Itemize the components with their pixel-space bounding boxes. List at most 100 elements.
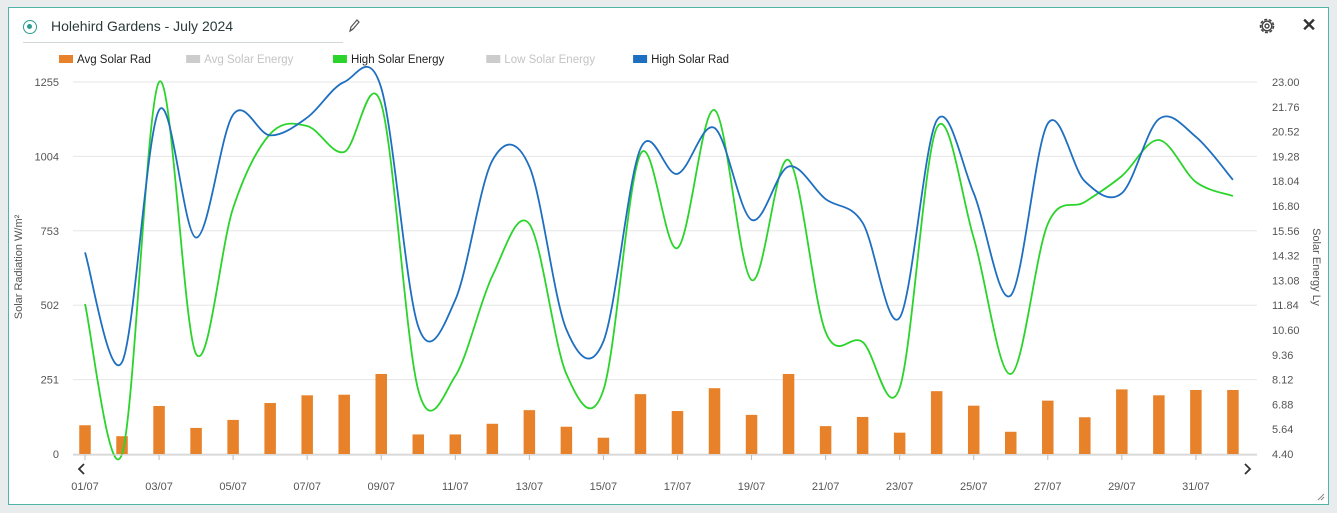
y-left-tick-label: 1255 [35, 77, 59, 89]
bar-avg-solar-rad [264, 403, 276, 454]
legend-swatch [59, 55, 73, 63]
status-dot-icon [23, 20, 37, 34]
bar-avg-solar-rad [745, 414, 758, 454]
chart-card: Holehird Gardens - July 2024 ✕ Avg Solar… [8, 7, 1329, 505]
y-right-tick-label: 14.32 [1272, 251, 1300, 263]
bar-avg-solar-rad [708, 388, 721, 454]
legend-swatch [332, 55, 347, 63]
bar-avg-solar-rad [1005, 431, 1017, 454]
x-tick-label: 25/07 [960, 481, 988, 493]
x-tick-label: 03/07 [145, 481, 173, 493]
scroll-right-icon[interactable] [1244, 463, 1252, 475]
y-axis-right-label: Solar Energy Ly [1310, 228, 1322, 306]
y-left-tick-label: 251 [41, 375, 59, 387]
y-right-tick-label: 16.80 [1272, 201, 1300, 213]
grid [73, 81, 1257, 455]
x-tick-label: 05/07 [219, 481, 247, 493]
x-tick-label: 13/07 [516, 481, 544, 493]
bar-avg-solar-rad [893, 432, 906, 454]
line-high-solar-rad [84, 65, 1234, 367]
chart-title[interactable]: Holehird Gardens - July 2024 [51, 18, 234, 34]
bar-avg-solar-rad [1190, 389, 1202, 454]
x-tick-label: 17/07 [664, 481, 692, 493]
x-tick-label: 21/07 [812, 481, 840, 493]
x-tick-label: 09/07 [367, 481, 395, 493]
close-icon[interactable]: ✕ [1301, 15, 1317, 35]
y-right-tick-label: 18.04 [1272, 176, 1300, 188]
axes: 1255 1004 753 502 251 0 23.00 21.76 20.52 19.28 18… [35, 77, 1300, 493]
y-right-tick-label: 6.88 [1272, 399, 1293, 411]
bar-avg-solar-rad [79, 425, 91, 454]
legend-item[interactable]: Avg Solar Rad [77, 54, 151, 66]
x-tick-label: 27/07 [1034, 481, 1062, 493]
legend: Avg Solar Rad Avg Solar Energy High Solar … [59, 54, 729, 66]
bar-avg-solar-rad [375, 373, 387, 454]
bar-avg-solar-rad [634, 394, 647, 454]
bar-avg-solar-rad [486, 423, 499, 454]
y-right-tick-label: 9.36 [1272, 350, 1293, 362]
y-left-tick-label: 502 [41, 300, 59, 312]
x-tick-label: 01/07 [71, 481, 99, 493]
bar-avg-solar-rad [227, 419, 239, 454]
bar-avg-solar-rad [301, 395, 313, 454]
y-right-tick-label: 13.08 [1272, 275, 1300, 287]
bar-avg-solar-rad [1116, 389, 1128, 454]
bar-avg-solar-rad [153, 405, 165, 454]
y-right-tick-label: 21.76 [1272, 102, 1300, 114]
bar-avg-solar-rad [560, 426, 573, 454]
x-tick-label: 07/07 [293, 481, 321, 493]
bar-avg-solar-rad [1153, 395, 1165, 454]
x-tick-label: 31/07 [1182, 481, 1210, 493]
y-right-tick-label: 19.28 [1272, 151, 1300, 163]
legend-swatch [186, 55, 201, 63]
y-left-tick-label: 0 [53, 449, 59, 461]
gear-icon[interactable] [1257, 16, 1277, 36]
legend-item[interactable]: Avg Solar Energy [204, 54, 294, 66]
bar-avg-solar-rad [523, 410, 536, 454]
bar-avg-solar-rad [782, 373, 795, 454]
bar-avg-solar-rad [597, 437, 610, 454]
resize-handle-icon[interactable] [1315, 491, 1325, 501]
bar-avg-solar-rad [1227, 389, 1239, 454]
solar-chart: Avg Solar Rad Avg Solar Energy High Solar … [13, 54, 1322, 493]
line-high-solar-energy [84, 80, 1234, 461]
bar-avg-solar-rad [338, 394, 350, 454]
scroll-left-icon[interactable] [77, 463, 85, 475]
legend-item[interactable]: Low Solar Energy [504, 54, 595, 66]
x-tick-label: 19/07 [738, 481, 766, 493]
line-series [84, 65, 1234, 461]
bar-avg-solar-rad [671, 411, 684, 454]
y-left-tick-label: 753 [41, 226, 59, 238]
legend-item[interactable]: High Solar Energy [351, 54, 445, 66]
y-right-tick-label: 4.40 [1272, 449, 1293, 461]
bar-avg-solar-rad [412, 434, 425, 454]
x-tick-label: 11/07 [442, 481, 469, 493]
y-right-tick-label: 8.12 [1272, 375, 1293, 387]
x-tick-label: 15/07 [590, 481, 618, 493]
y-right-tick-label: 5.64 [1272, 424, 1293, 436]
bar-avg-solar-rad [967, 405, 980, 454]
x-tick-label: 29/07 [1108, 481, 1136, 493]
y-right-tick-label: 11.84 [1272, 300, 1299, 312]
title-bar[interactable]: Holehird Gardens - July 2024 [23, 18, 343, 43]
avg-solar-rad-bars [79, 373, 1239, 454]
bar-avg-solar-rad [856, 416, 869, 454]
bar-avg-solar-rad [819, 426, 832, 454]
y-left-tick-label: 1004 [35, 151, 59, 163]
legend-swatch [486, 55, 501, 63]
y-right-tick-label: 15.56 [1272, 226, 1300, 238]
bar-avg-solar-rad [930, 391, 943, 454]
bar-avg-solar-rad [449, 434, 462, 454]
y-right-tick-label: 20.52 [1272, 127, 1300, 139]
x-tick-label: 23/07 [886, 481, 914, 493]
bar-avg-solar-rad [1079, 417, 1091, 454]
bar-avg-solar-rad [1042, 400, 1054, 454]
legend-swatch [633, 55, 648, 63]
legend-item[interactable]: High Solar Rad [651, 54, 729, 66]
y-right-tick-label: 23.00 [1272, 77, 1300, 89]
bar-avg-solar-rad [116, 436, 128, 454]
bar-avg-solar-rad [190, 427, 202, 454]
pencil-icon[interactable] [347, 18, 361, 34]
y-axis-left-label: Solar Radiation W/m² [13, 214, 25, 319]
y-right-tick-label: 10.60 [1272, 325, 1300, 337]
